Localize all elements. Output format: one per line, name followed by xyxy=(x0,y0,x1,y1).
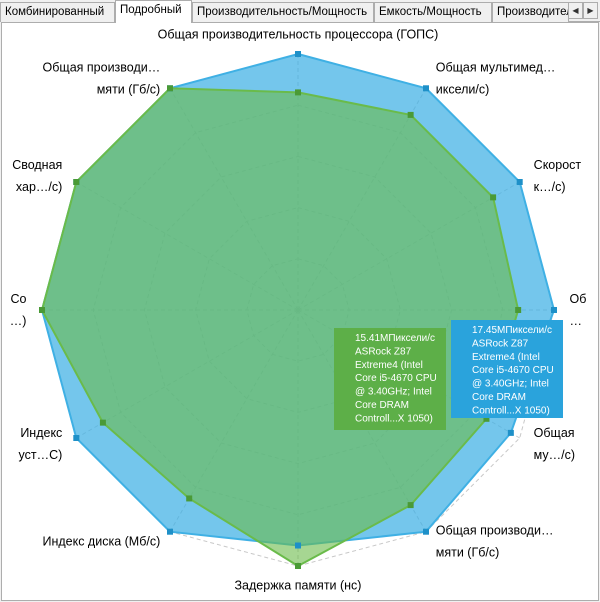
axis-label: Задержка памяти (нс) xyxy=(235,579,362,593)
series-2-point[interactable] xyxy=(99,419,106,426)
series-2-point[interactable] xyxy=(407,111,414,118)
axis-label-line: к…/с) xyxy=(534,180,566,194)
series-1-point[interactable] xyxy=(423,528,429,535)
axis-label-line: Скорост xyxy=(534,158,582,172)
tooltip-line: Controll...X 1050) xyxy=(355,413,433,424)
data-tooltip: 17.45МПиксели/с ASRock Z87 Extreme4 (Intel… xyxy=(451,320,563,418)
tooltip-line: Core i5-4670 CPU xyxy=(472,365,554,376)
tab-performance-price[interactable]: Производительность/Цена xyxy=(492,2,569,22)
series-1-point[interactable] xyxy=(516,179,523,185)
axis-label: Сводная хар…/с) xyxy=(12,158,62,194)
series-1-point[interactable] xyxy=(423,85,429,92)
series-1-point[interactable] xyxy=(295,542,301,549)
series-2-point[interactable] xyxy=(186,495,193,502)
axis-label-line: Индекс xyxy=(20,426,62,440)
axis-label-line: Задержка памяти (нс) xyxy=(235,579,362,593)
tab-bar: Комбинированный Подробный Производительн… xyxy=(0,0,600,23)
series-2-point[interactable] xyxy=(483,415,490,422)
axis-label: Общая мультимед… иксели/с) xyxy=(436,60,556,96)
series-2-point[interactable] xyxy=(490,194,497,201)
tab-capacity-power[interactable]: Емкость/Мощность xyxy=(374,2,492,22)
tooltip-line: @ 3.40GHz; Intel xyxy=(355,387,432,398)
axis-label: Общая производи… мяти (Гб/с) xyxy=(43,60,161,96)
axis-label-line: Сводная xyxy=(12,158,62,172)
axis-label-line: уст…С) xyxy=(19,448,63,462)
axis-label-line: Общая производи… xyxy=(436,524,554,538)
axis-label-line: иксели/с) xyxy=(436,82,490,96)
tooltip-line: Core DRAM xyxy=(355,400,409,411)
series-2-point[interactable] xyxy=(407,502,414,509)
tooltip-line: Extreme4 (Intel xyxy=(472,352,540,363)
series-2-point[interactable] xyxy=(73,179,80,185)
tooltip-line: ASRock Z87 xyxy=(355,346,412,357)
axis-label-line: мяти (Гб/с) xyxy=(97,82,161,96)
series-1-point[interactable] xyxy=(73,435,80,441)
axis-label-line: Об xyxy=(570,292,587,306)
axis-label: Со …) xyxy=(10,292,27,328)
axis-label: Об … xyxy=(570,292,587,328)
series-2-point[interactable] xyxy=(295,89,301,96)
axis-label-line: …) xyxy=(10,314,27,328)
series-1-point[interactable] xyxy=(167,528,173,535)
tab-combined[interactable]: Комбинированный xyxy=(0,2,115,22)
axis-label: Общая производи… мяти (Гб/с) xyxy=(436,524,554,560)
series-2-point[interactable] xyxy=(295,563,301,569)
tooltip-box xyxy=(334,328,446,430)
axis-label-line: Общая xyxy=(534,426,575,440)
tooltip-box xyxy=(451,320,563,418)
axis-label: Общая производительность процессора (ГОП… xyxy=(158,27,439,41)
axis-label-line: мяти (Гб/с) xyxy=(436,546,500,560)
axis-label-line: Общая производительность процессора (ГОП… xyxy=(158,27,439,41)
axis-label-line: Индекс диска (Мб/с) xyxy=(42,535,160,549)
series-1-point[interactable] xyxy=(507,429,514,436)
axis-label: Скорост к…/с) xyxy=(534,158,582,194)
tooltip-line: ASRock Z87 xyxy=(472,338,529,349)
series-1-point[interactable] xyxy=(551,307,557,313)
axis-label-line: … xyxy=(570,314,583,328)
tab-scroll-right-button[interactable]: ▶ xyxy=(583,2,598,19)
tooltip-line: @ 3.40GHz; Intel xyxy=(472,379,549,390)
tab-performance-power[interactable]: Производительность/Мощность xyxy=(192,2,374,22)
tooltip-line: Core i5-4670 CPU xyxy=(355,373,437,384)
axis-label-line: Общая производи… xyxy=(43,60,161,74)
series-2-point[interactable] xyxy=(39,307,45,313)
axis-label-line: хар…/с) xyxy=(16,180,62,194)
axis-label: Индекс уст…С) xyxy=(19,426,63,462)
axis-label-line: Общая мультимед… xyxy=(436,60,556,74)
tooltip-line: Extreme4 (Intel xyxy=(355,360,423,371)
axis-label: Общая му…/с) xyxy=(534,426,575,462)
tab-scroll-left-button[interactable]: ◀ xyxy=(568,2,583,19)
axis-label-line: му…/с) xyxy=(534,448,575,462)
series-2-point[interactable] xyxy=(167,85,173,92)
series-1-point[interactable] xyxy=(295,51,301,57)
tooltip-line: Controll...X 1050) xyxy=(472,405,550,416)
tooltip-line: 15.41МПиксели/с xyxy=(355,333,435,344)
data-tooltip: 15.41МПиксели/с ASRock Z87 Extreme4 (Intel… xyxy=(334,328,446,430)
tooltip-line: Core DRAM xyxy=(472,392,526,403)
series-2-point[interactable] xyxy=(515,307,522,313)
axis-label: Индекс диска (Мб/с) xyxy=(42,535,160,549)
tab-detailed[interactable]: Подробный xyxy=(115,0,192,23)
tooltip-line: 17.45МПиксели/с xyxy=(472,325,552,336)
axis-label-line: Со xyxy=(10,292,26,306)
